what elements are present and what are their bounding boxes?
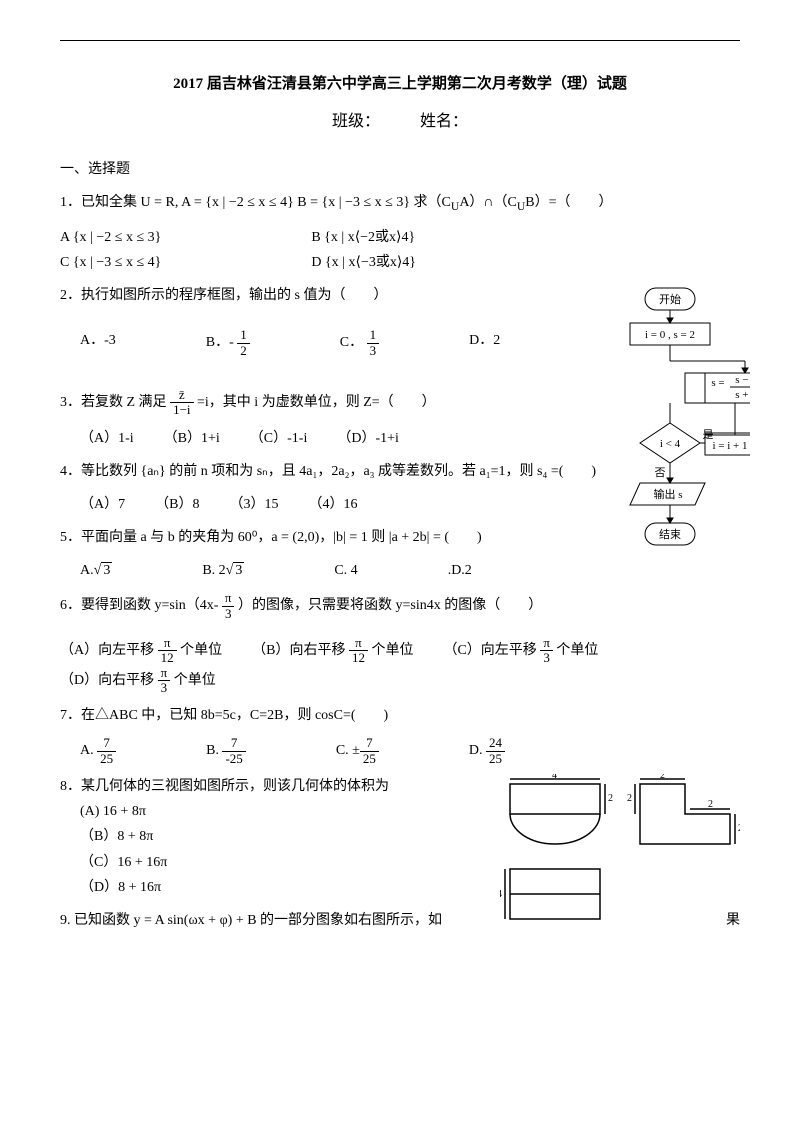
question-3: 3．若复数 Z 满足 z̄1−i =i，其中 i 为虚数单位，则 Z=（ ） <box>60 388 740 418</box>
svg-text:2: 2 <box>660 774 665 781</box>
question-8: 8．某几何体的三视图如图所示，则该几何体的体积为 4 2 2 2 2 2 4 <box>60 774 740 900</box>
page-title: 2017 届吉林省汪清县第六中学高三上学期第二次月考数学（理）试题 <box>60 71 740 98</box>
svg-text:4: 4 <box>552 774 557 781</box>
q3-optB: （B）1+i <box>164 426 220 451</box>
question-6: 6．要得到函数 y=sin（4x- π3 ）的图像，只需要将函数 y=sin4x… <box>60 591 740 621</box>
flowchart-diagram: 开始 i = 0 , s = 2 s = s − 1 s + 1 i < 4 是… <box>590 283 750 563</box>
question-9: 9. 已知函数 y = A sin(ωx + φ) + B 的一部分图象如右图所… <box>60 908 740 933</box>
question-2: 2．执行如图所示的程序框图，输出的 s 值为（ ） <box>60 283 740 308</box>
q7-options: A. 725 B. 7-25 C. ±725 D. 2425 <box>80 736 740 766</box>
question-1: 1．已知全集 U = R, A = {x | −2 ≤ x ≤ 4} B = {… <box>60 190 740 217</box>
question-5: 5．平面向量 a 与 b 的夹角为 60⁰，a = (2,0)，|b| = 1 … <box>60 525 740 550</box>
q1-stem: 1．已知全集 U = R, A = {x | −2 ≤ x ≤ 4} B = {… <box>60 195 613 210</box>
q5-optC: C. 4 <box>334 558 357 583</box>
q2-optD: D．2 <box>469 328 500 358</box>
class-label: 班级： <box>332 113 380 130</box>
q5-stem: 5．平面向量 a 与 b 的夹角为 60⁰，a = (2,0)，|b| = 1 … <box>60 530 482 545</box>
q2-optA: A．-3 <box>80 328 116 358</box>
q8-stem: 8．某几何体的三视图如图所示，则该几何体的体积为 <box>60 779 389 794</box>
q1-optB: B {x | x⟨−2或x⟩4} <box>311 225 415 250</box>
q4-optC: （3）15 <box>229 492 278 517</box>
q3-optD: （D）-1+i <box>337 426 399 451</box>
q9-tail: 果 <box>726 908 740 933</box>
svg-text:2: 2 <box>608 793 613 804</box>
q6-optA: （A）向左平移 π12 个单位 <box>60 636 222 666</box>
svg-text:i = i + 1: i = i + 1 <box>712 440 747 452</box>
q5-optB: B. 2√3 <box>202 558 244 583</box>
q9-stem: 9. 已知函数 y = A sin(ωx + φ) + B 的一部分图象如右图所… <box>60 908 442 933</box>
svg-text:i = 0 , s = 2: i = 0 , s = 2 <box>645 329 695 341</box>
subtitle: 班级： 姓名： <box>60 108 740 137</box>
svg-text:2: 2 <box>708 799 713 810</box>
q4-optA: （A）7 <box>80 492 125 517</box>
q2-stem: 2．执行如图所示的程序框图，输出的 s 值为（ ） <box>60 288 387 303</box>
section-1-heading: 一、选择题 <box>60 157 740 182</box>
svg-text:4: 4 <box>500 889 502 900</box>
q1-row1: A {x | −2 ≤ x ≤ 3} B {x | x⟨−2或x⟩4} <box>60 225 740 250</box>
q7-optB: B. 7-25 <box>206 736 246 766</box>
svg-text:s − 1: s − 1 <box>735 374 750 386</box>
svg-text:2: 2 <box>627 793 632 804</box>
q4-stem: 4．等比数列 {aₙ} 的前 n 项和为 sₙ，且 4a₁，2a₂，a₃ 成等差… <box>60 464 596 479</box>
q1-optC: C {x | −3 ≤ x ≤ 4} <box>60 250 161 275</box>
svg-text:2: 2 <box>738 823 740 834</box>
q3-optA: （A）1-i <box>80 426 134 451</box>
q6-optB: （B）向右平移 π12 个单位 <box>252 636 413 666</box>
top-rule <box>60 40 740 41</box>
q7-optA: A. 725 <box>80 736 116 766</box>
q6-optC: （C）向左平移 π3 个单位 <box>443 636 598 666</box>
q5-optD: .D.2 <box>448 558 472 583</box>
q4-optD: （4）16 <box>308 492 357 517</box>
q1-optA: A {x | −2 ≤ x ≤ 3} <box>60 225 161 250</box>
question-7: 7．在△ABC 中，已知 8b=5c，C=2B，则 cosC=( ) <box>60 703 740 728</box>
svg-text:i < 4: i < 4 <box>660 438 681 450</box>
q7-optC: C. ±725 <box>336 736 379 766</box>
q7-optD: D. 2425 <box>469 736 505 766</box>
q1-optD: D {x | x⟨−3或x⟩4} <box>311 250 416 275</box>
question-4: 4．等比数列 {aₙ} 的前 n 项和为 sₙ，且 4a₁，2a₂，a₃ 成等差… <box>60 459 740 484</box>
q6-options: （A）向左平移 π12 个单位 （B）向右平移 π12 个单位 （C）向左平移 … <box>60 636 740 695</box>
q2-optB: B．- 12 <box>206 328 250 358</box>
svg-text:输出 s: 输出 s <box>653 487 682 501</box>
q4-optB: （B）8 <box>155 492 199 517</box>
q3-optC: （C）-1-i <box>250 426 308 451</box>
q6-optD: （D）向右平移 π3 个单位 <box>60 666 216 696</box>
q7-stem: 7．在△ABC 中，已知 8b=5c，C=2B，则 cosC=( ) <box>60 708 388 723</box>
svg-text:开始: 开始 <box>659 292 681 306</box>
name-label: 姓名： <box>420 113 468 130</box>
q1-row2: C {x | −3 ≤ x ≤ 4} D {x | x⟨−3或x⟩4} <box>60 250 740 275</box>
q2-optC: C． 13 <box>340 328 379 358</box>
q5-optA: A.√3 <box>80 558 112 583</box>
